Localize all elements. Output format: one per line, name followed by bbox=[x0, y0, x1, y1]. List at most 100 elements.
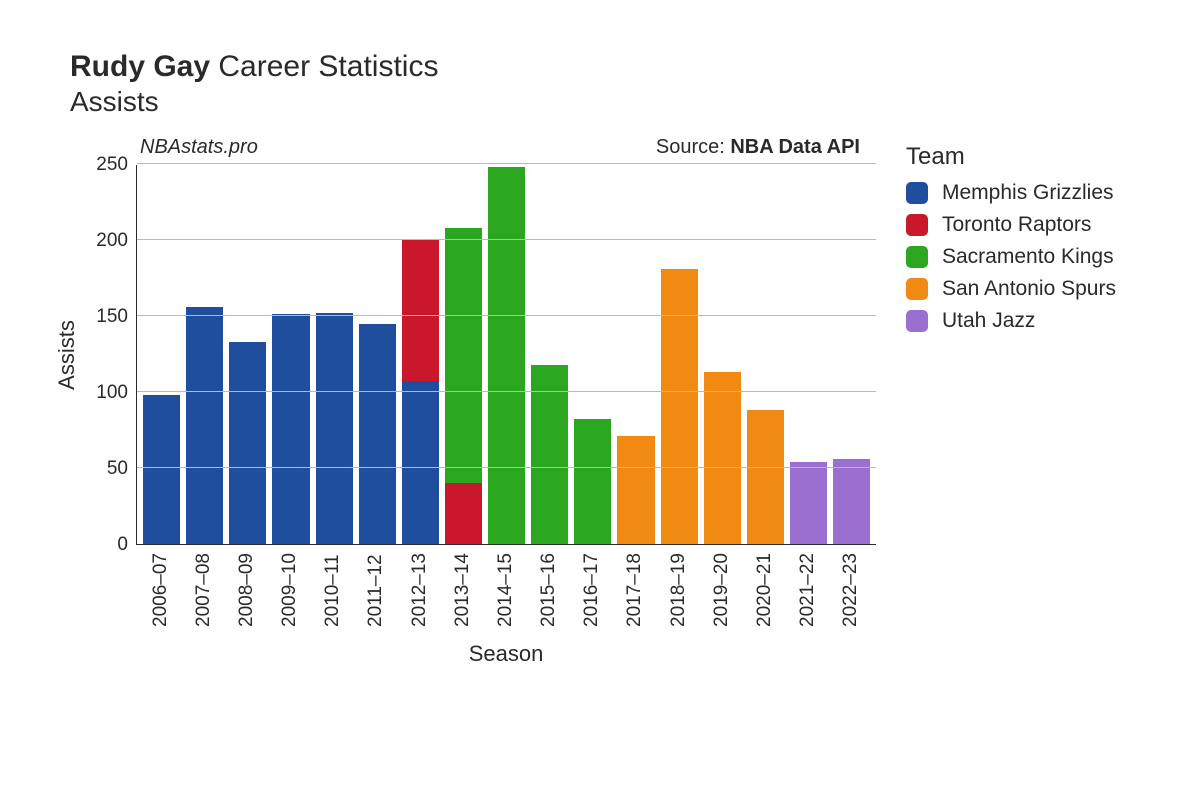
title-block: Rudy Gay Career Statistics Assists bbox=[70, 50, 1150, 118]
gridline bbox=[137, 163, 876, 164]
bar bbox=[833, 165, 870, 544]
bar bbox=[359, 165, 396, 544]
bar-segment bbox=[402, 240, 439, 381]
bar-segment bbox=[186, 307, 223, 544]
x-axis-label: Season bbox=[136, 641, 876, 667]
x-tick: 2015–16 bbox=[531, 545, 568, 627]
bar-segment bbox=[574, 419, 611, 544]
y-tick-label: 200 bbox=[96, 230, 128, 252]
x-tick: 2022–23 bbox=[833, 545, 870, 627]
legend-swatch bbox=[906, 214, 928, 236]
bar-segment bbox=[833, 459, 870, 544]
x-tick-label: 2013–14 bbox=[452, 553, 474, 627]
x-tick-label: 2020–21 bbox=[754, 553, 776, 627]
x-tick-label: 2006–07 bbox=[150, 553, 172, 627]
x-tick-label: 2014–15 bbox=[495, 553, 517, 627]
y-axis-label-wrap: Assists bbox=[50, 165, 84, 545]
legend-swatch bbox=[906, 246, 928, 268]
y-tick-label: 50 bbox=[107, 458, 128, 480]
x-tick: 2006–07 bbox=[142, 545, 179, 627]
bar bbox=[316, 165, 353, 544]
legend-item: Sacramento Kings bbox=[906, 245, 1116, 269]
bar-segment bbox=[617, 436, 654, 544]
x-tick-label: 2012–13 bbox=[409, 553, 431, 627]
x-tick: 2016–17 bbox=[574, 545, 611, 627]
bar bbox=[488, 165, 525, 544]
bar-segment bbox=[704, 372, 741, 544]
title-rest: Career Statistics bbox=[218, 50, 438, 83]
x-tick-label: 2007–08 bbox=[193, 553, 215, 627]
legend-swatch bbox=[906, 182, 928, 204]
y-tick-label: 250 bbox=[96, 154, 128, 176]
x-tick: 2017–18 bbox=[617, 545, 654, 627]
x-tick: 2010–11 bbox=[315, 545, 352, 627]
plot-horizontal-row: 050100150200250 bbox=[84, 165, 876, 545]
chart-row: Assists 050100150200250 2006–072007–0820… bbox=[50, 165, 1150, 667]
y-ticks: 050100150200250 bbox=[84, 165, 136, 545]
bar bbox=[143, 165, 180, 544]
bar-segment bbox=[747, 410, 784, 544]
legend-label: Utah Jazz bbox=[942, 309, 1035, 333]
title-player: Rudy Gay bbox=[70, 50, 210, 83]
bar bbox=[531, 165, 568, 544]
bar bbox=[445, 165, 482, 544]
bar-segment bbox=[402, 381, 439, 544]
x-tick-label: 2018–19 bbox=[668, 553, 690, 627]
legend-item: Utah Jazz bbox=[906, 309, 1116, 333]
x-tick: 2007–08 bbox=[185, 545, 222, 627]
x-tick: 2012–13 bbox=[401, 545, 438, 627]
x-tick-label: 2008–09 bbox=[236, 553, 258, 627]
x-tick: 2008–09 bbox=[228, 545, 265, 627]
bar-segment bbox=[143, 395, 180, 544]
legend-title: Team bbox=[906, 143, 1116, 171]
bar bbox=[661, 165, 698, 544]
chart-subtitle: Assists bbox=[70, 86, 1150, 118]
bar-segment bbox=[229, 342, 266, 544]
legend-label: Sacramento Kings bbox=[942, 245, 1114, 269]
legend-item: San Antonio Spurs bbox=[906, 277, 1116, 301]
source-value: NBA Data API bbox=[730, 136, 860, 158]
source-label: Source: bbox=[656, 136, 730, 158]
bar bbox=[617, 165, 654, 544]
bar bbox=[704, 165, 741, 544]
x-tick: 2009–10 bbox=[272, 545, 309, 627]
x-tick-label: 2009–10 bbox=[279, 553, 301, 627]
legend-item: Toronto Raptors bbox=[906, 213, 1116, 237]
bar bbox=[574, 165, 611, 544]
bar bbox=[747, 165, 784, 544]
bar-segment bbox=[359, 324, 396, 544]
legend-label: San Antonio Spurs bbox=[942, 277, 1116, 301]
legend: Team Memphis Grizzlies Toronto Raptors Sac… bbox=[906, 143, 1116, 341]
gridline bbox=[137, 239, 876, 240]
chart-container: Rudy Gay Career Statistics Assists NBAst… bbox=[0, 0, 1200, 800]
bar-segment bbox=[445, 228, 482, 483]
gridline bbox=[137, 467, 876, 468]
x-tick-label: 2015–16 bbox=[538, 553, 560, 627]
bar bbox=[186, 165, 223, 544]
bar-segment bbox=[445, 483, 482, 544]
bar-segment bbox=[272, 314, 309, 544]
x-tick: 2018–19 bbox=[660, 545, 697, 627]
legend-label: Toronto Raptors bbox=[942, 213, 1091, 237]
x-tick: 2020–21 bbox=[746, 545, 783, 627]
x-tick-label: 2011–12 bbox=[365, 553, 387, 627]
bar bbox=[790, 165, 827, 544]
x-ticks: 2006–07 2007–08 2008–09 2009–10 2010–11 2011–… bbox=[136, 545, 876, 627]
plot-outer: 050100150200250 2006–072007–082008–09200… bbox=[84, 165, 876, 667]
bar-segment bbox=[790, 462, 827, 544]
bar-segment bbox=[661, 269, 698, 544]
x-tick: 2011–12 bbox=[358, 545, 395, 627]
bar bbox=[272, 165, 309, 544]
y-tick-label: 150 bbox=[96, 306, 128, 328]
chart-title: Rudy Gay Career Statistics bbox=[70, 50, 1150, 84]
y-tick-label: 100 bbox=[96, 382, 128, 404]
x-tick: 2014–15 bbox=[487, 545, 524, 627]
x-tick-label: 2021–22 bbox=[797, 553, 819, 627]
legend-swatch bbox=[906, 278, 928, 300]
legend-label: Memphis Grizzlies bbox=[942, 181, 1114, 205]
gridline bbox=[137, 391, 876, 392]
y-tick-label: 0 bbox=[117, 534, 128, 556]
x-tick-label: 2010–11 bbox=[322, 553, 344, 627]
x-tick-label: 2016–17 bbox=[581, 553, 603, 627]
x-tick: 2021–22 bbox=[790, 545, 827, 627]
